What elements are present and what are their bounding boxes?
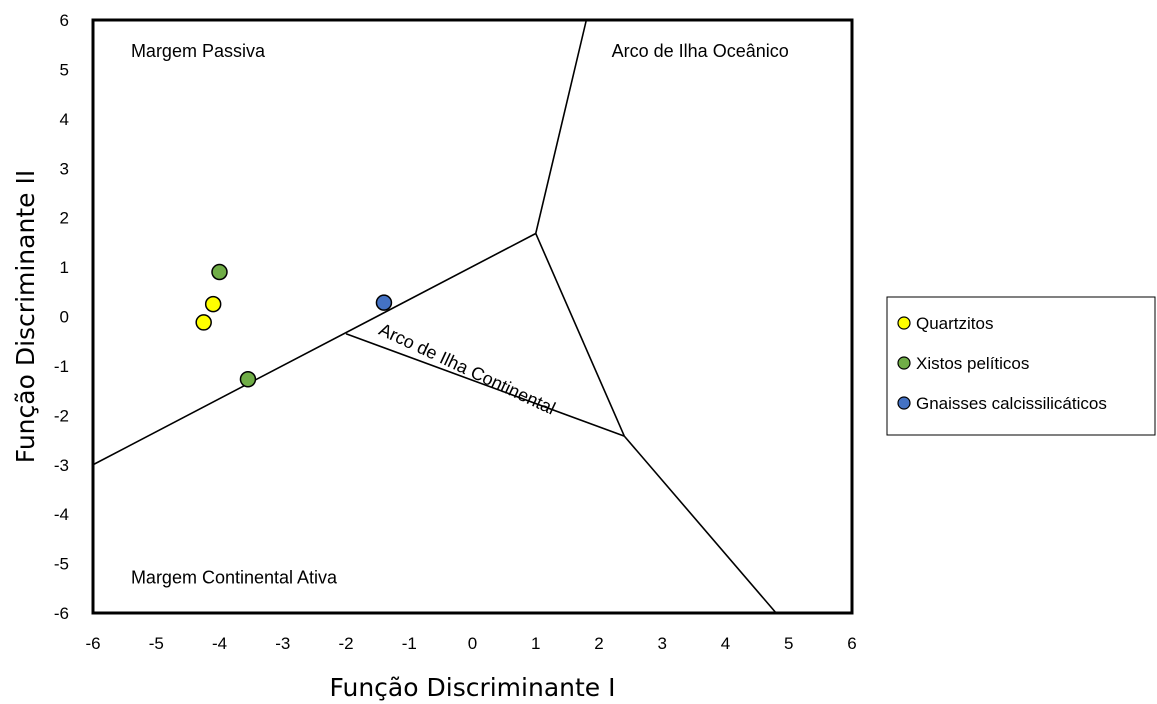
x-axis-title: Função Discriminante I: [329, 673, 615, 702]
y-tick-label: 0: [60, 308, 69, 327]
region-label: Margem Continental Ativa: [131, 567, 338, 587]
data-point-0: [195, 314, 212, 331]
tick-labels: -6 -5 -4 -3 -2 -1 0 1 2 3 4 5 6 6 5 4 3 2 1 0 -1 -2 -3 -4 -5 -6: [54, 11, 857, 653]
x-tick-label: 5: [784, 634, 793, 653]
region-labels: Margem Passiva Arco de Ilha Oceânico Marge…: [131, 41, 789, 587]
x-tick-label: -1: [402, 634, 417, 653]
legend-marker: [897, 356, 911, 370]
y-tick-label: -3: [54, 456, 69, 475]
data-point-1: [239, 371, 257, 388]
y-tick-label: 6: [60, 11, 69, 30]
x-tick-label: -4: [212, 634, 227, 653]
data-point-1: [211, 263, 228, 281]
x-tick-label: -5: [149, 634, 164, 653]
plot-frame: [91, 18, 854, 615]
x-tick-label: 2: [594, 634, 603, 653]
boundary-line-0: [92, 232, 537, 466]
x-tick-label: -3: [275, 634, 290, 653]
x-tick-label: 1: [531, 634, 540, 653]
y-tick-label: 5: [60, 60, 69, 79]
boundary-line-1: [534, 19, 588, 234]
y-tick-label: 3: [60, 159, 69, 178]
legend-box: [886, 296, 1156, 436]
legend-label: Gnaisses calcissilicáticos: [916, 394, 1107, 413]
y-tick-label: 4: [60, 110, 69, 129]
boundary-lines: [92, 19, 777, 614]
legend: Quartzitos Xistos pelíticos Gnaisses calci…: [886, 296, 1156, 436]
y-tick-label: -1: [54, 357, 69, 376]
boundary-line-3: [623, 435, 777, 614]
boundary-line-4: [345, 333, 625, 437]
y-tick-label: -5: [54, 555, 69, 574]
x-tick-label: 0: [468, 634, 477, 653]
y-tick-label: 2: [60, 209, 69, 228]
x-tick-label: 3: [658, 634, 667, 653]
data-point-0: [204, 295, 222, 313]
y-tick-label: 1: [60, 258, 69, 277]
x-tick-label: 6: [847, 634, 856, 653]
y-tick-label: -2: [54, 406, 69, 425]
x-tick-label: 4: [721, 634, 730, 653]
region-label: Arco de Ilha Continental: [376, 319, 559, 418]
legend-marker: [897, 396, 911, 410]
boundary-line-2: [535, 233, 626, 437]
legend-label: Quartzitos: [916, 314, 993, 333]
legend-marker: [897, 316, 911, 330]
data-point-2: [375, 294, 393, 311]
x-tick-label: -2: [338, 634, 353, 653]
x-tick-label: -6: [85, 634, 100, 653]
region-label: Arco de Ilha Oceânico: [612, 41, 789, 61]
legend-label: Xistos pelíticos: [916, 354, 1029, 373]
region-label: Margem Passiva: [131, 41, 266, 61]
data-points: [195, 263, 393, 388]
y-tick-label: -6: [54, 604, 69, 623]
y-axis-title: Função Discriminante II: [11, 170, 40, 463]
y-tick-label: -4: [54, 505, 69, 524]
